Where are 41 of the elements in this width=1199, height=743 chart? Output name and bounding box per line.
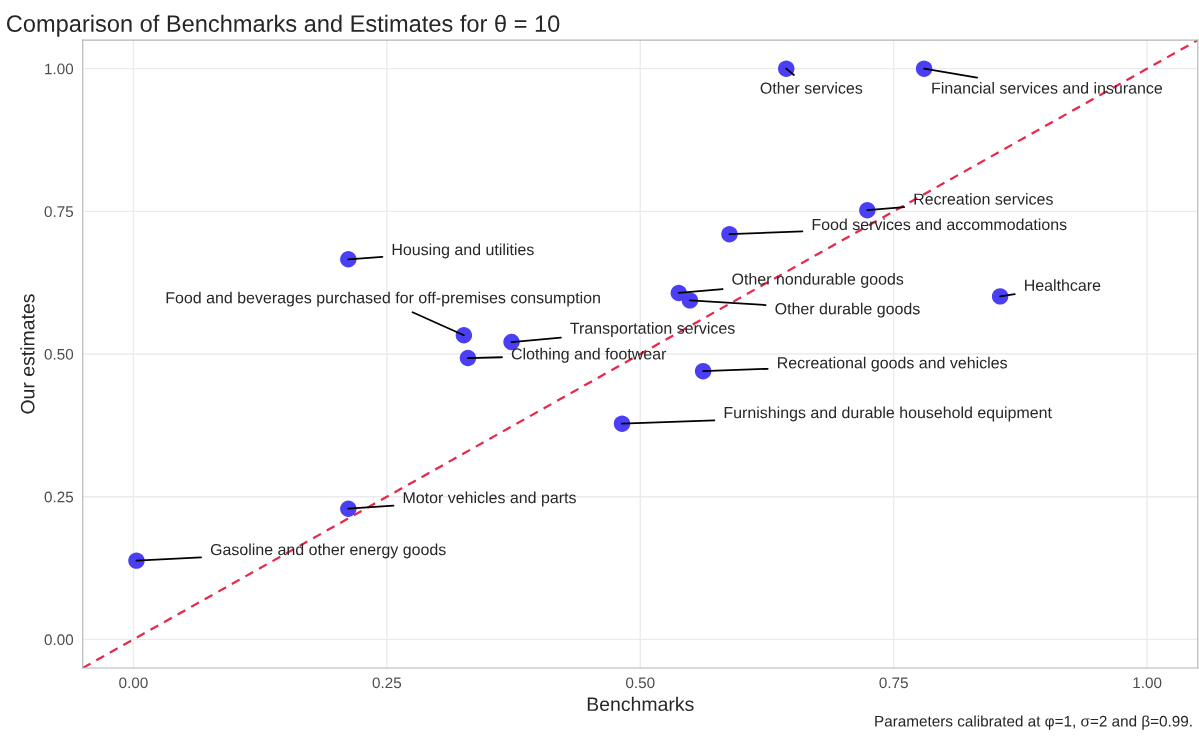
point bbox=[340, 500, 357, 517]
annotation: Food and beverages purchased for off-premises consumption bbox=[166, 291, 600, 307]
point bbox=[340, 251, 357, 268]
annotation: Financial services and insurance bbox=[932, 82, 1163, 94]
point bbox=[991, 288, 1009, 305]
point bbox=[694, 362, 712, 380]
annotation: Clothing and footwear bbox=[511, 347, 667, 363]
x-tick-label: 0.00 bbox=[119, 677, 148, 689]
annotation: Other nondurable goods bbox=[732, 273, 904, 288]
x-axis-title: Benchmarks bbox=[587, 696, 694, 712]
x-tick-label: 0.25 bbox=[372, 677, 402, 689]
point bbox=[459, 349, 477, 367]
annotation: Healthcare bbox=[1025, 279, 1101, 291]
x-tick-label: 0.50 bbox=[626, 677, 655, 689]
y-tick-label: 0.75 bbox=[44, 206, 74, 218]
y-tick-label: 0.25 bbox=[44, 491, 74, 503]
annotation: Recreation services bbox=[914, 193, 1053, 205]
point bbox=[915, 60, 933, 77]
y-tick-label: 0.00 bbox=[44, 634, 74, 646]
annotation: Recreational goods and vehicles bbox=[778, 356, 1008, 372]
y-tick-label: 1.00 bbox=[45, 63, 74, 75]
point bbox=[681, 292, 699, 309]
annotation: Other durable goods bbox=[775, 302, 920, 318]
annotation: Other services bbox=[760, 82, 863, 94]
annotation: Food services and accommodations bbox=[812, 218, 1067, 231]
point bbox=[859, 201, 876, 219]
y-axis-title: Our estimates bbox=[20, 294, 35, 414]
y-tick-label: 0.50 bbox=[44, 348, 74, 360]
point bbox=[455, 326, 473, 344]
x-tick-label: 1.00 bbox=[1133, 677, 1162, 689]
annotation: Gasoline and other energy goods bbox=[210, 543, 446, 559]
point bbox=[613, 415, 631, 432]
annotation: Transportation services bbox=[570, 322, 735, 337]
chart-title: Comparison of Benchmarks and Estimates for θ = 10 bbox=[6, 14, 560, 37]
text: Parameters calibrated at φ=1, σ=2 and β=0.99. bbox=[875, 715, 1192, 730]
annotation: Furnishings and durable household equipment bbox=[724, 406, 1052, 422]
x-tick-label: 0.75 bbox=[879, 677, 908, 689]
annotation: Housing and utilities bbox=[392, 243, 534, 259]
point bbox=[778, 60, 795, 77]
point bbox=[128, 552, 145, 569]
annotation: Motor vehicles and parts bbox=[403, 491, 576, 507]
